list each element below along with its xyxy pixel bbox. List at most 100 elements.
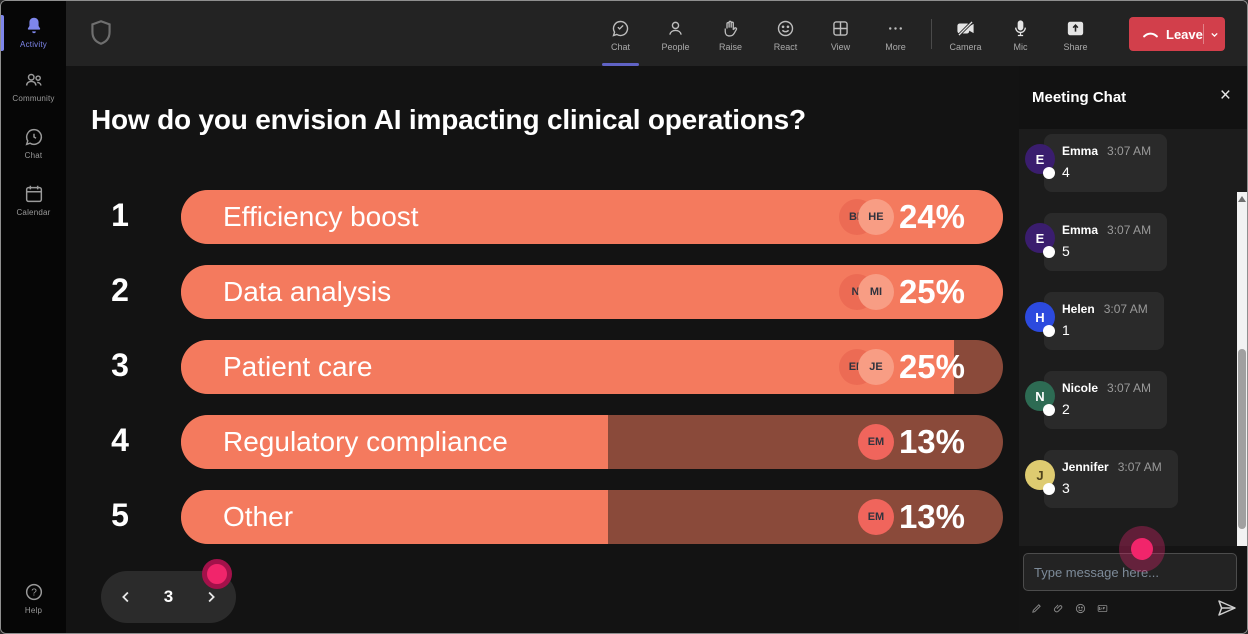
meeting-toolbar: Chat People Raise React View More bbox=[66, 1, 1247, 66]
leave-button-label: Leave bbox=[1166, 26, 1203, 42]
sidebar-item-label: Help bbox=[24, 606, 43, 615]
leave-button[interactable]: Leave bbox=[1129, 17, 1225, 51]
active-tab-underline bbox=[602, 63, 639, 66]
option-bar: Patient care EM JE 25% bbox=[181, 340, 1003, 394]
active-indicator bbox=[1, 15, 4, 51]
chat-message: Emma 3:07 AM 4 bbox=[1044, 134, 1168, 192]
option-rank: 5 bbox=[111, 497, 129, 533]
avatar: N bbox=[1025, 381, 1055, 411]
option-percent: 13% bbox=[898, 498, 965, 535]
status-dot bbox=[1043, 246, 1055, 258]
option-rank: 3 bbox=[111, 347, 129, 383]
poll-option-row: 5 Other EM 13% bbox=[66, 490, 1019, 544]
message-time: 3:07 AM bbox=[1107, 223, 1152, 237]
toolbar-button-label: View bbox=[830, 42, 851, 52]
chevron-right-icon[interactable] bbox=[202, 588, 220, 606]
voter-avatar: EM bbox=[857, 424, 894, 460]
gif-icon[interactable] bbox=[1097, 603, 1108, 614]
sidebar-item-help[interactable]: ? Help bbox=[1, 581, 66, 615]
chat-composer bbox=[1019, 526, 1247, 633]
toolbar-react-button[interactable]: React bbox=[758, 7, 813, 63]
message-text: 3 bbox=[1062, 480, 1070, 496]
hang-up-icon bbox=[1143, 32, 1158, 38]
chevron-down-icon bbox=[1211, 32, 1218, 37]
toolbar-divider bbox=[931, 19, 932, 49]
option-percent: 25% bbox=[898, 348, 965, 385]
poll-question: How do you envision AI impacting clinica… bbox=[91, 104, 806, 135]
sidebar-item-label: Activity bbox=[20, 40, 47, 49]
message-time: 3:07 AM bbox=[1103, 302, 1148, 316]
leave-button-divider bbox=[1202, 24, 1204, 44]
status-dot bbox=[1043, 325, 1055, 337]
option-bar-fill bbox=[181, 415, 609, 469]
toolbar-chat-button[interactable]: Chat bbox=[593, 7, 648, 66]
option-label: Other bbox=[223, 501, 294, 532]
toolbar-more-button[interactable]: More bbox=[868, 7, 923, 63]
option-label: Data analysis bbox=[223, 276, 392, 307]
toolbar-button-label: People bbox=[661, 42, 690, 52]
poll-option-row: 4 Regulatory compliance EM 13% bbox=[66, 415, 1019, 469]
sidebar-item-community[interactable]: Community bbox=[1, 69, 66, 103]
sidebar-item-chat[interactable]: Chat bbox=[1, 126, 66, 160]
toolbar-button-label: Share bbox=[1063, 42, 1088, 52]
status-dot bbox=[1043, 404, 1055, 416]
emoji-icon[interactable] bbox=[1075, 603, 1086, 614]
camera-off-icon bbox=[957, 20, 974, 37]
option-bar: Other EM 13% bbox=[181, 490, 1003, 544]
message-sender: Emma bbox=[1062, 223, 1099, 237]
sidebar-item-calendar[interactable]: Calendar bbox=[1, 183, 66, 217]
leave-button-main[interactable]: Leave bbox=[1129, 27, 1203, 42]
option-bar-content: Patient care EM JE 25% bbox=[181, 340, 1003, 394]
composer-tools bbox=[1031, 603, 1108, 614]
message-text: 5 bbox=[1062, 243, 1070, 259]
toolbar-button-label: Camera bbox=[949, 42, 982, 52]
sidebar-item-label: Community bbox=[12, 94, 55, 103]
send-icon bbox=[1218, 600, 1236, 616]
toolbar-button-label: Mic bbox=[1013, 42, 1028, 52]
chat-message: Nicole 3:07 AM 2 bbox=[1044, 371, 1168, 429]
svg-text:?: ? bbox=[31, 588, 37, 599]
message-time: 3:07 AM bbox=[1107, 144, 1152, 158]
chat-message: Jennifer 3:07 AM 3 bbox=[1044, 450, 1178, 508]
click-indicator bbox=[1131, 538, 1153, 560]
message-sender: Emma bbox=[1062, 144, 1099, 158]
app-sidebar: Activity Community Chat Calendar ? Help bbox=[1, 1, 66, 633]
option-label: Efficiency boost bbox=[223, 201, 419, 232]
toolbar-raise-button[interactable]: Raise bbox=[703, 7, 758, 63]
message-text: 4 bbox=[1062, 164, 1070, 180]
send-button[interactable] bbox=[1215, 596, 1239, 625]
sidebar-item-activity[interactable]: Activity bbox=[1, 15, 66, 49]
option-result: NI MI 25% bbox=[838, 273, 965, 311]
close-icon[interactable]: × bbox=[1219, 85, 1231, 106]
sidebar-item-label: Chat bbox=[24, 151, 43, 160]
toolbar-button-label: More bbox=[885, 42, 906, 52]
toolbar-tabs: Chat People Raise React View More bbox=[593, 7, 923, 66]
meeting-chat-panel: Meeting Chat × E Emma 3:07 AM 4 E Emma 3:0… bbox=[1019, 66, 1247, 633]
toolbar-view-button[interactable]: View bbox=[813, 7, 868, 63]
format-icon[interactable] bbox=[1031, 603, 1042, 614]
leave-options-button[interactable] bbox=[1204, 28, 1225, 41]
scrollbar-thumb[interactable] bbox=[1238, 349, 1246, 529]
toolbar-people-button[interactable]: People bbox=[648, 7, 703, 63]
poll-option-row: 1 Efficiency boost BR HE 24% bbox=[66, 190, 1019, 244]
attach-icon[interactable] bbox=[1053, 603, 1064, 614]
chat-message-input[interactable] bbox=[1023, 553, 1237, 591]
status-dot bbox=[1043, 483, 1055, 495]
voter-avatar: EM bbox=[857, 499, 894, 535]
sidebar-item-label: Calendar bbox=[16, 208, 51, 217]
camera-toggle-button[interactable]: Camera bbox=[938, 7, 993, 63]
share-button[interactable]: Share bbox=[1048, 7, 1103, 63]
mic-toggle-button[interactable]: Mic bbox=[993, 7, 1048, 63]
chevron-left-icon[interactable] bbox=[117, 588, 135, 606]
message-time: 3:07 AM bbox=[1117, 460, 1162, 474]
option-percent: 13% bbox=[898, 423, 965, 460]
chat-message: Helen 3:07 AM 1 bbox=[1044, 292, 1164, 350]
scroll-up-icon[interactable] bbox=[1238, 196, 1246, 202]
voter-avatar: JE bbox=[857, 349, 894, 385]
option-bar-fill bbox=[181, 490, 609, 544]
app-logo-icon bbox=[91, 20, 111, 45]
chat-message: Emma 3:07 AM 5 bbox=[1044, 213, 1168, 271]
emoji-react-icon bbox=[777, 20, 794, 37]
chat-message-list: E Emma 3:07 AM 4 E Emma 3:07 AM 5 H Helen 3… bbox=[1019, 129, 1247, 609]
